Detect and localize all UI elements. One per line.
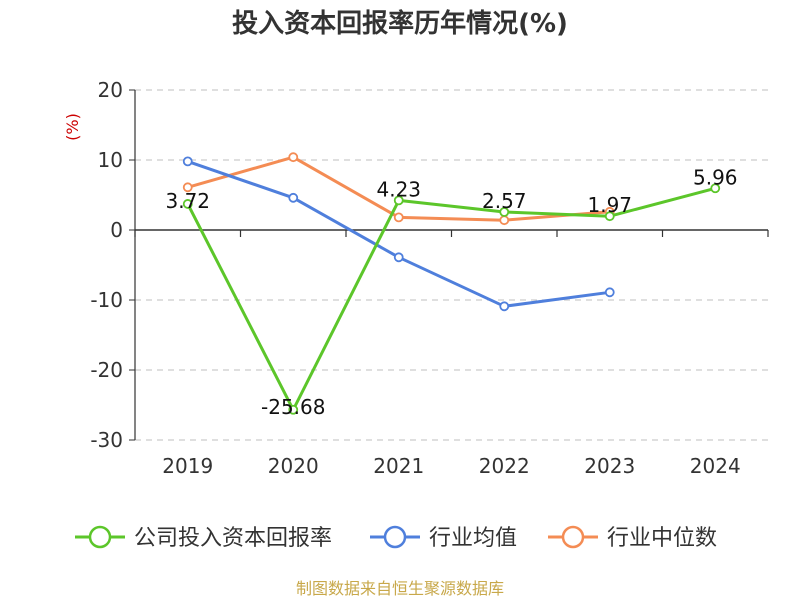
legend-label: 行业中位数 xyxy=(607,526,717,551)
legend-label: 公司投入资本回报率 xyxy=(134,526,332,551)
data-point[interactable] xyxy=(393,212,404,223)
data-point[interactable] xyxy=(182,156,193,167)
data-label: 1.97 xyxy=(587,193,632,217)
gridlines xyxy=(135,89,768,441)
source-note: 制图数据来自恒生聚源数据库 xyxy=(296,579,504,598)
data-point[interactable] xyxy=(499,215,510,226)
x-tick-label: 2022 xyxy=(479,454,530,478)
data-point[interactable] xyxy=(499,301,510,312)
data-point[interactable] xyxy=(288,404,299,415)
data-point[interactable] xyxy=(604,287,615,298)
data-label: 5.96 xyxy=(693,165,738,189)
data-point[interactable] xyxy=(288,192,299,203)
x-tick-label: 2020 xyxy=(268,454,319,478)
series-lines xyxy=(182,152,721,415)
legend-marker xyxy=(88,525,112,549)
x-tick-label: 2023 xyxy=(584,454,635,478)
axes: 20 10 0 -10 -20 -30 2019 2020 2021 2022 2023 2024 xyxy=(90,78,769,478)
data-point[interactable] xyxy=(288,152,299,163)
y-tick-label: -20 xyxy=(90,358,123,382)
y-tick-label: 10 xyxy=(98,148,123,172)
legend-label: 行业均值 xyxy=(429,526,517,551)
legend-item[interactable]: 公司投入资本回报率 xyxy=(75,525,332,551)
data-label: -25.68 xyxy=(261,395,325,419)
x-tick-label: 2024 xyxy=(690,454,741,478)
data-point[interactable] xyxy=(604,211,615,222)
x-tick-label: 2021 xyxy=(373,454,424,478)
legend-marker xyxy=(561,525,585,549)
data-point[interactable] xyxy=(182,199,193,209)
legend-item[interactable]: 行业均值 xyxy=(370,525,517,551)
data-label: 3.72 xyxy=(165,189,210,213)
y-tick-label: -10 xyxy=(90,288,123,312)
y-tick-label: 20 xyxy=(98,78,123,102)
y-tick-label: 0 xyxy=(110,218,123,242)
chart-title: 投入资本回报率历年情况(%) xyxy=(232,8,568,39)
data-labels: 3.72 -25.68 4.23 2.57 1.97 5.96 xyxy=(165,165,737,418)
data-label: 4.23 xyxy=(376,177,421,201)
legend-marker xyxy=(383,525,407,549)
y-axis-unit: (%) xyxy=(63,113,82,141)
series-line xyxy=(186,186,716,412)
data-point[interactable] xyxy=(499,207,510,217)
legend-item[interactable]: 行业中位数 xyxy=(548,525,717,551)
x-tick-label: 2019 xyxy=(162,454,213,478)
data-point[interactable] xyxy=(182,182,193,193)
legend[interactable]: 公司投入资本回报率 行业均值 行业中位数 xyxy=(75,525,717,551)
data-label: 2.57 xyxy=(482,189,527,213)
data-point[interactable] xyxy=(710,183,721,194)
data-point[interactable] xyxy=(393,195,404,206)
y-tick-label: -30 xyxy=(90,428,123,452)
data-point[interactable] xyxy=(393,252,404,263)
